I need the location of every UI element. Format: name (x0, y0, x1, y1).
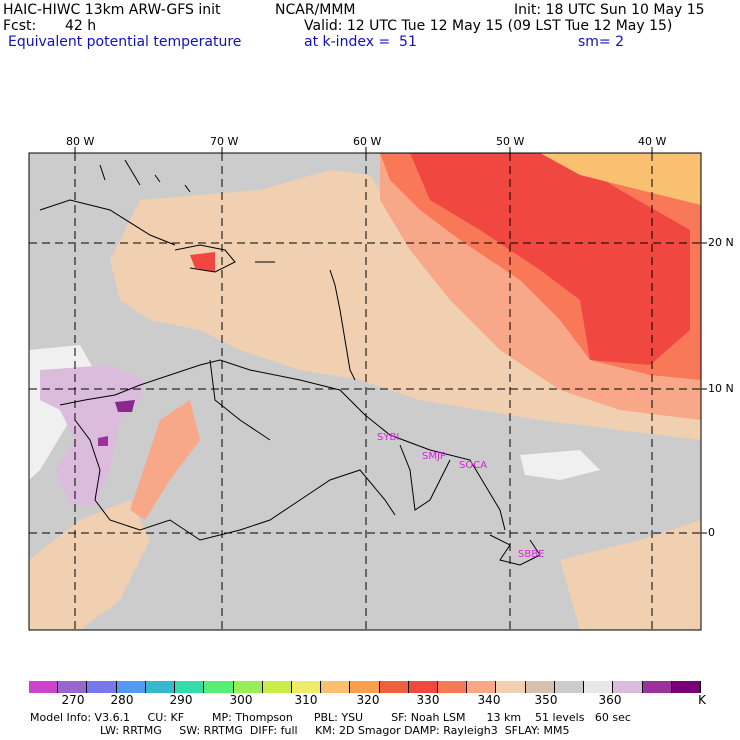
colorbar-swatch (58, 681, 88, 693)
red-region (410, 153, 690, 365)
forecast-value: 42 h (65, 18, 97, 34)
level-info: at k-index = 51 (304, 34, 417, 50)
colorbar-swatch (613, 681, 643, 693)
colorbar-label-340: 340 (477, 693, 501, 707)
white-patch-east (520, 450, 600, 480)
colorbar-swatch (584, 681, 614, 693)
colorbar-label-270: 270 (61, 693, 85, 707)
colorbar-swatch (233, 681, 263, 693)
hispaniola-warm (190, 252, 215, 272)
colorbar-swatch (496, 681, 526, 693)
colorbar-swatch (408, 681, 439, 693)
lat-label-eq: 0 (708, 526, 715, 539)
axis-ticks (74, 147, 707, 534)
field-name: Equivalent potential temperature (8, 34, 242, 50)
colorbar-swatch (350, 681, 380, 693)
station-sbbe: SBBE (518, 549, 545, 560)
colorbar-swatch (321, 681, 351, 693)
colorbar-swatch (467, 681, 497, 693)
andes-warm (130, 400, 200, 520)
purple-spot (115, 400, 135, 412)
model-title: HAIC-HIWC 13km ARW-GFS init (3, 2, 221, 18)
lon-label-40w: 40 W (638, 135, 667, 148)
colorbar-swatch (175, 681, 205, 693)
station-sybi: SYBI (377, 432, 400, 443)
colorbar-label-350: 350 (534, 693, 558, 707)
graticule (29, 153, 701, 630)
colorbar-label-290: 290 (169, 693, 193, 707)
model-info-line1: Model Info: V3.6.1 CU: KF MP: Thompson P… (30, 711, 631, 724)
tan-region-south (29, 500, 150, 630)
lon-label-60w: 60 W (353, 135, 382, 148)
colorbar-swatch (145, 681, 176, 693)
colorbar-label-320: 320 (356, 693, 380, 707)
colorbar-swatch (379, 681, 409, 693)
valid-time: Valid: 12 UTC Tue 12 May 15 (09 LST Tue … (304, 18, 673, 34)
org-label: NCAR/MMM (275, 2, 356, 18)
colorbar-swatch (554, 681, 585, 693)
colorbar-swatch (671, 681, 701, 693)
colorbar-swatch (29, 681, 59, 693)
smoothing-info: sm= 2 (578, 34, 625, 50)
colorbar-swatch (525, 681, 555, 693)
lon-label-70w: 70 W (210, 135, 239, 148)
colorbar-label-280: 280 (110, 693, 134, 707)
colorbar-label-300: 300 (229, 693, 253, 707)
init-time: Init: 18 UTC Sun 10 May 15 (514, 2, 705, 18)
map-frame (28, 152, 702, 631)
colorbar-swatch (87, 681, 117, 693)
colorbar-label-310: 310 (294, 693, 318, 707)
forecast-label: Fcst: (3, 18, 37, 34)
colorbar-swatch (291, 681, 322, 693)
lavender-region (40, 365, 145, 505)
lat-label-10n: 10 N (708, 382, 734, 395)
coastlines (39, 159, 541, 566)
lon-label-80w: 80 W (66, 135, 95, 148)
lat-label-20n: 20 N (708, 236, 734, 249)
lon-label-50w: 50 W (496, 135, 525, 148)
station-soca: SOCA (459, 460, 488, 471)
colorbar-label-360: 360 (598, 693, 622, 707)
colorbar-unit: K (698, 693, 706, 707)
purple-spot-2 (98, 436, 108, 446)
colorbar-swatch (642, 681, 672, 693)
colorbar-swatch (116, 681, 146, 693)
peach-region (540, 153, 701, 205)
colorbar-swatch (262, 681, 292, 693)
colorbar-label-330: 330 (416, 693, 440, 707)
tan-region-east (560, 520, 701, 630)
model-info-line2: LW: RRTMG SW: RRTMG DIFF: full KM: 2D Sm… (100, 724, 570, 737)
station-smjp: SMJP (422, 451, 446, 462)
colorbar-swatch (438, 681, 468, 693)
colorbar-swatch (204, 681, 234, 693)
